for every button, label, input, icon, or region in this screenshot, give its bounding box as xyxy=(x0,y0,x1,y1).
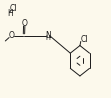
Text: Cl: Cl xyxy=(9,4,17,13)
Text: H: H xyxy=(46,35,50,41)
Text: N: N xyxy=(45,31,51,40)
Text: Cl: Cl xyxy=(81,35,89,44)
Text: O: O xyxy=(21,19,27,28)
Text: H: H xyxy=(7,9,13,18)
Text: O: O xyxy=(8,31,14,40)
